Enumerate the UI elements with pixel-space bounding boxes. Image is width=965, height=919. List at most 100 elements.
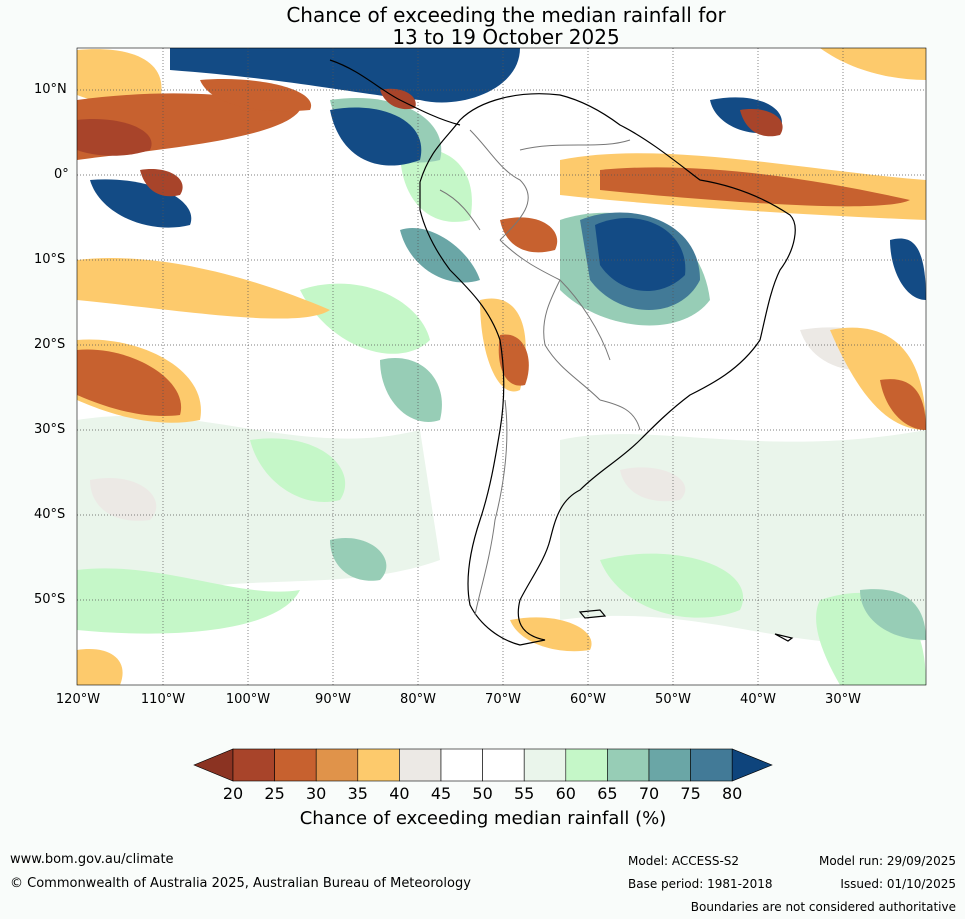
lon-label-50w: 50°W <box>655 692 691 707</box>
border-line <box>439 189 481 231</box>
lon-label-80w: 80°W <box>400 692 436 707</box>
falklands-coastline <box>578 609 607 619</box>
border-line <box>474 399 508 616</box>
model-name: Model: ACCESS-S2 <box>628 854 740 868</box>
colorbar-segment <box>232 748 275 782</box>
light-green-region <box>77 568 300 634</box>
light-green-region <box>400 148 472 222</box>
lat-label-40s: 40°S <box>34 507 66 522</box>
title-line-1: Chance of exceeding the median rainfall … <box>286 3 726 27</box>
border-line <box>469 129 529 241</box>
orange-region <box>77 258 330 319</box>
lon-label-70w: 70°W <box>485 692 521 707</box>
border-line <box>543 279 601 401</box>
teal-region <box>330 538 387 581</box>
colorbar-title: Chance of exceeding median rainfall (%) <box>299 808 667 829</box>
grey-region <box>620 467 686 502</box>
colorbar-segment <box>607 748 650 782</box>
south-america-coastline <box>419 93 796 646</box>
dark-orange-region <box>200 79 312 112</box>
colorbar-tick-label: 75 <box>680 784 701 803</box>
lat-label-30s: 30°S <box>34 422 66 437</box>
map-title: Chance of exceeding the median rainfall … <box>0 4 965 48</box>
colorbar-segment <box>357 748 400 782</box>
website-link[interactable]: www.bom.gov.au/climate <box>10 852 174 867</box>
brown-region <box>740 109 783 137</box>
orange-region <box>510 617 592 652</box>
light-green-region <box>600 553 744 618</box>
boundaries-disclaimer: Boundaries are not considered authoritat… <box>690 900 956 914</box>
title-line-2: 13 to 19 October 2025 <box>392 25 620 49</box>
coastline <box>329 59 796 646</box>
colorbar-tick-label: 30 <box>306 784 327 803</box>
colorbar-tick-label: 60 <box>555 784 576 803</box>
colorbar-tick-label: 80 <box>722 784 743 803</box>
blue-region <box>330 107 422 166</box>
central-america-coastline <box>329 59 461 126</box>
lon-label-30w: 30°W <box>825 692 861 707</box>
dark-orange-region <box>600 167 910 207</box>
lat-label-50s: 50°S <box>34 592 66 607</box>
colorbar-segment <box>315 748 359 782</box>
lon-label-90w: 90°W <box>315 692 351 707</box>
border-line <box>519 139 631 151</box>
colorbar-tick-label: 55 <box>514 784 535 803</box>
colorbar-segment <box>440 748 483 782</box>
dark-orange-region <box>880 379 926 430</box>
base-period: Base period: 1981-2018 <box>628 877 773 891</box>
graticule <box>77 48 926 685</box>
blue-region <box>890 238 926 300</box>
orange-region <box>820 48 926 80</box>
colorbar-segment <box>274 748 317 782</box>
border-line <box>599 399 641 431</box>
lat-label-20s: 20°S <box>34 337 66 352</box>
lat-label-10n: 10°N <box>34 82 67 97</box>
colorbar-tick-label: 35 <box>347 784 368 803</box>
south-georgia-coastline <box>774 633 794 642</box>
colorbar-tick-label: 65 <box>597 784 618 803</box>
colorbar-segment <box>482 748 525 782</box>
issued-date: Issued: 01/10/2025 <box>840 877 956 891</box>
colorbar-segment <box>523 748 567 782</box>
colorbar-tick-label: 20 <box>222 784 244 803</box>
model-run-date: Model run: 29/09/2025 <box>818 854 956 868</box>
brown-region <box>140 169 183 197</box>
colorbar-tick-label: 70 <box>638 784 660 803</box>
dark-orange-region <box>498 334 529 386</box>
colorbar-segments <box>193 748 773 782</box>
colorbar-tick-label: 45 <box>430 784 452 803</box>
light-green-region <box>300 283 430 354</box>
brown-region <box>77 119 152 156</box>
colorbar-tick-label: 40 <box>389 784 410 803</box>
map-frame <box>76 47 927 686</box>
colorbar-under-arrow <box>193 748 234 782</box>
teal-region <box>860 589 926 640</box>
blue-region <box>170 48 520 103</box>
colorbar-tick-label: 50 <box>472 784 493 803</box>
colorbar-segment <box>690 748 733 782</box>
lat-label-10s: 10°S <box>34 252 66 267</box>
copyright-text: © Commonwealth of Australia 2025, Austra… <box>10 876 471 891</box>
colorbar-segment <box>648 748 691 782</box>
lon-label-110w: 110°W <box>140 692 186 707</box>
orange-region <box>77 49 162 105</box>
colorbar-segment <box>399 748 442 782</box>
lon-label-40w: 40°W <box>740 692 776 707</box>
dark-orange-region <box>500 217 558 253</box>
country-borders <box>439 129 641 616</box>
light-green-region <box>250 438 346 502</box>
grey-region <box>90 478 157 521</box>
colorbar-segment <box>565 748 608 782</box>
orange-region <box>77 649 123 685</box>
dark-orange-region <box>77 349 182 416</box>
lon-label-60w: 60°W <box>570 692 606 707</box>
blue-region <box>595 218 686 292</box>
teal-region <box>380 358 442 422</box>
lon-label-100w: 100°W <box>225 692 271 707</box>
lat-label-equator: 0° <box>54 167 69 182</box>
rainfall-field <box>77 48 926 685</box>
lon-label-120w: 120°W <box>55 692 101 707</box>
colorbar-tick-label: 25 <box>264 784 285 803</box>
